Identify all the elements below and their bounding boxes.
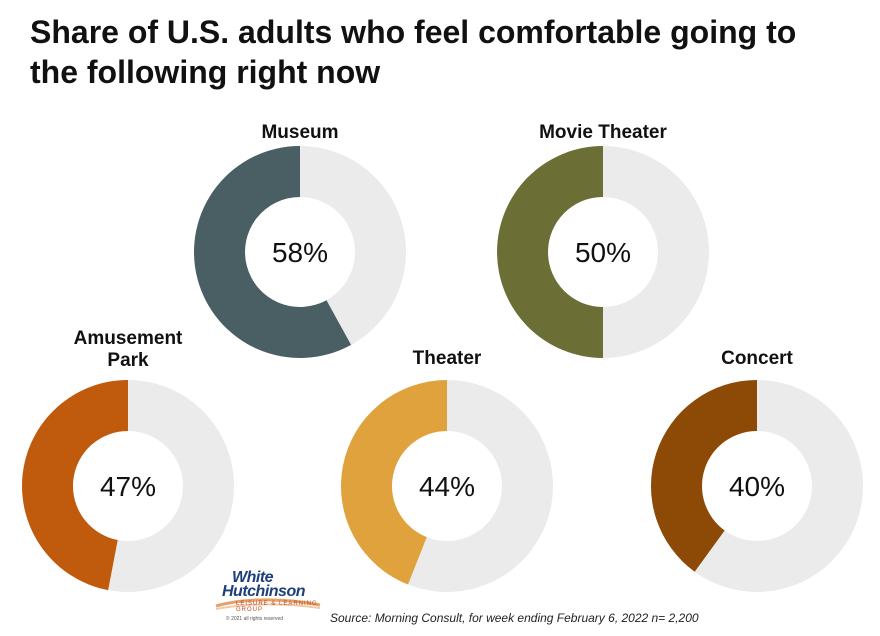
donut-movie-theater: Movie Theater 50% [497,122,709,358]
logo-swoosh-icon [215,598,321,610]
donut-theater: Theater 44% [340,348,553,592]
chart-label-museum: Museum [261,122,338,143]
logo-line1: White [232,569,274,586]
donut-segment-concert [650,380,757,572]
chart-label-movie-theater: Movie Theater [539,122,667,143]
chart-label-amusement-park: Amusement Park [74,328,183,371]
chart-value-concert: 40% [729,471,785,502]
donut-segment-theater [340,380,447,585]
chart-label-concert: Concert [721,348,793,369]
logo-line2: Hutchinson [222,583,306,600]
donut-concert: Concert 40% [650,348,863,592]
donut-amusement-park: Amusement Park 47% [22,328,234,592]
donut-segment-movie-theater [497,146,603,358]
chart-value-theater: 44% [419,471,475,502]
source-note: Source: Morning Consult, for week ending… [330,611,699,625]
logo-tagline: LEISURE & LEARNING GROUP [236,601,318,613]
donut-museum: Museum 58% [194,122,406,358]
page-title: Share of U.S. adults who feel comfortabl… [30,14,797,90]
chart-value-museum: 58% [272,237,328,268]
chart-value-movie-theater: 50% [575,237,631,268]
chart-value-amusement-park: 47% [100,471,156,502]
donut-segment-amusement-park [22,380,129,591]
chart-label-theater: Theater [413,348,482,369]
logo-copyright: © 2021 all rights reserved [226,616,284,622]
white-hutchinson-logo: White Hutchinson LEISURE & LEARNING GROU… [214,568,324,628]
donut-segment-museum [194,146,352,358]
